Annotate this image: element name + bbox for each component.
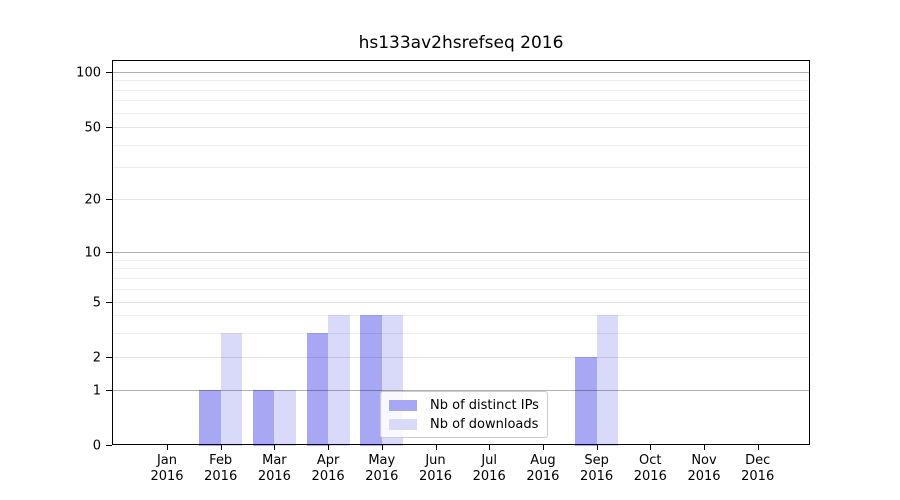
legend-label: Nb of downloads xyxy=(430,416,539,432)
gridline-minor xyxy=(113,100,809,102)
y-tick xyxy=(106,72,112,73)
x-tick xyxy=(274,445,276,450)
x-tick xyxy=(650,445,652,450)
bar-distinct-ips-4 xyxy=(360,315,382,446)
y-tick-label: 0 xyxy=(92,438,101,453)
gridline-major xyxy=(113,252,809,253)
y-tick-label: 2 xyxy=(92,350,101,365)
y-tick xyxy=(106,127,112,128)
x-tick-label: Nov 2016 xyxy=(687,453,721,484)
gridline-major xyxy=(113,72,809,73)
gridline-minor xyxy=(113,268,809,270)
y-tick-label: 100 xyxy=(76,65,101,80)
y-tick xyxy=(106,252,112,253)
x-tick-label: Jul 2016 xyxy=(472,453,506,484)
y-tick xyxy=(106,302,112,303)
x-tick xyxy=(328,445,330,450)
x-tick-label: May 2016 xyxy=(365,453,399,484)
x-tick xyxy=(542,445,544,450)
chart-title: hs133av2hsrefseq 2016 xyxy=(358,33,564,53)
gridline-minor xyxy=(113,80,809,82)
x-tick-label: Sep 2016 xyxy=(580,453,614,484)
bar-distinct-ips-2 xyxy=(252,390,275,446)
x-tick xyxy=(381,445,383,450)
bar-downloads-3 xyxy=(328,315,350,446)
legend-swatch-downloads xyxy=(389,418,417,430)
x-tick xyxy=(220,445,222,450)
y-tick-label: 1 xyxy=(92,383,101,398)
legend-item: Nb of downloads xyxy=(389,416,539,432)
x-tick-label: Jun 2016 xyxy=(418,453,453,484)
y-tick-label: 10 xyxy=(84,245,101,260)
x-tick xyxy=(167,445,168,450)
gridline-minor xyxy=(113,315,809,317)
bar-downloads-1 xyxy=(220,332,243,446)
plot-area: 0 1 2 5 10 20 50 100 Jan 2016 Feb 2016 Mar 2016 Apr 201… xyxy=(76,60,810,484)
x-tick-label: Dec 2016 xyxy=(741,453,775,484)
gridline-minor xyxy=(113,259,809,261)
gridline-minor xyxy=(113,332,809,334)
gridline-sub xyxy=(113,357,809,358)
legend: Nb of distinct IPs Nb of downloads xyxy=(380,391,548,438)
x-tick-label: Oct 2016 xyxy=(633,453,667,484)
y-tick xyxy=(106,390,112,391)
gridline-major xyxy=(113,390,809,391)
y-tick-label: 20 xyxy=(84,192,101,207)
legend-swatch-distinct-ips xyxy=(389,399,417,411)
legend-item: Nb of distinct IPs xyxy=(389,397,539,413)
bar-downloads-2 xyxy=(274,390,296,446)
bar-distinct-ips-1 xyxy=(199,390,221,446)
gridline-minor xyxy=(113,167,809,169)
legend-label: Nb of distinct IPs xyxy=(430,397,539,413)
x-tick xyxy=(757,445,759,450)
x-tick-label: Aug 2016 xyxy=(526,453,560,484)
y-tick xyxy=(106,199,112,200)
x-tick-label: Jan 2016 xyxy=(150,453,184,484)
gridline-minor xyxy=(113,112,809,114)
y-tick-label: 50 xyxy=(84,120,101,135)
gridline-minor xyxy=(113,89,809,91)
gridline-sub xyxy=(113,127,809,128)
y-tick xyxy=(106,357,112,358)
y-tick-label: 5 xyxy=(92,295,101,310)
x-tick xyxy=(596,445,598,450)
y-tick xyxy=(106,445,112,446)
gridline-minor xyxy=(113,288,809,290)
gridline-minor xyxy=(113,144,809,146)
bar-downloads-8 xyxy=(596,315,619,446)
bar-distinct-ips-3 xyxy=(306,332,329,446)
x-tick xyxy=(489,445,491,450)
gridline-minor xyxy=(113,277,809,279)
x-tick xyxy=(435,445,437,450)
gridline-sub xyxy=(113,302,809,303)
gridline-sub xyxy=(113,199,809,200)
x-tick-label: Mar 2016 xyxy=(257,453,291,484)
x-tick-label: Feb 2016 xyxy=(204,453,238,484)
x-tick xyxy=(704,445,705,450)
x-tick-label: Apr 2016 xyxy=(311,453,345,484)
bar-distinct-ips-8 xyxy=(575,357,597,446)
